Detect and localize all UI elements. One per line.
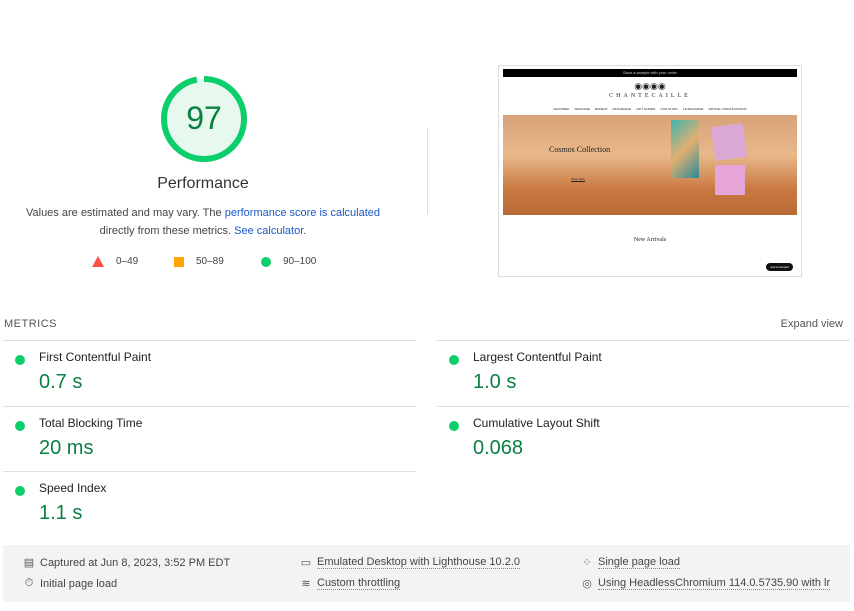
score-calculated-link[interactable]: performance score is calculated	[224, 207, 380, 219]
site-nav-item: FEATURED	[553, 107, 570, 111]
metric-value: 1.1 s	[39, 502, 83, 524]
score-description: Values are estimated and may vary. The p…	[25, 207, 380, 237]
stopwatch-icon: ⏱	[24, 577, 34, 589]
chat-button: Ask an Expert	[766, 263, 793, 271]
pass-circle-icon	[449, 355, 459, 365]
emulated-device[interactable]: Emulated Desktop with Lighthouse 10.2.0	[317, 556, 521, 569]
metric-name: Cumulative Layout Shift	[473, 416, 600, 430]
legend-average: 50–89	[174, 256, 224, 267]
legend-pass: 90–100	[261, 256, 316, 267]
metric-name: Largest Contentful Paint	[473, 350, 602, 364]
calendar-icon: ▤	[23, 557, 35, 569]
metric-item: Largest Contentful Paint 1.0 s	[437, 340, 850, 406]
page-screenshot-thumbnail[interactable]: Save a sample with your order ◉◉◉◉ CHANT…	[498, 65, 802, 277]
product-image	[671, 120, 699, 178]
throttling-info[interactable]: Custom throttling	[317, 577, 401, 590]
metric-item: Speed Index 1.1 s	[3, 471, 416, 537]
metric-item: Cumulative Layout Shift 0.068	[437, 406, 850, 472]
site-nav-item: GIFT GUIDES	[636, 107, 656, 111]
expand-view-button[interactable]: Expand view	[780, 318, 843, 330]
product-image	[710, 122, 748, 162]
performance-score: 97	[186, 100, 222, 136]
hero-cta: Shop Now	[571, 177, 585, 182]
see-calculator-link[interactable]: See calculator	[234, 225, 304, 237]
metric-name: First Contentful Paint	[39, 350, 152, 364]
triangle-icon	[92, 256, 104, 267]
brand-logo-icons: ◉◉◉◉	[634, 81, 666, 91]
chrome-icon: ◎	[582, 578, 592, 590]
site-nav-item: SKINCARE	[574, 107, 590, 111]
section-title: New Arrivals	[633, 237, 667, 243]
legend-fail: 0–49	[92, 256, 138, 267]
pass-circle-icon	[449, 421, 459, 431]
single-page-icon: ⁘	[582, 557, 592, 569]
browser-info[interactable]: Using HeadlessChromium 114.0.5735.90 wit…	[598, 577, 831, 590]
metric-value: 0.068	[473, 437, 524, 459]
metric-value: 0.7 s	[39, 371, 83, 393]
performance-gauge	[161, 76, 247, 162]
hero-title: Cosmos Collection	[549, 145, 611, 154]
hero-banner: Cosmos Collection Shop Now	[503, 115, 797, 215]
site-nav-item: VIRTUAL CONSULTATIONS	[708, 107, 747, 111]
captured-time: Captured at Jun 8, 2023, 3:52 PM EDT	[40, 556, 231, 569]
metric-item: Total Blocking Time 20 ms	[3, 406, 416, 472]
runtime-settings: ▤ Captured at Jun 8, 2023, 3:52 PM EDT ⏱ I…	[3, 545, 850, 602]
metrics-label: METRICS	[4, 318, 57, 330]
divider	[427, 128, 428, 214]
single-page-load[interactable]: Single page load	[598, 556, 680, 569]
circle-icon	[261, 256, 271, 267]
site-nav-item: MAKEUP	[594, 107, 608, 111]
site-nav: FEATURED SKINCARE MAKEUP FRAGRANCE GIFT GUID…	[499, 107, 801, 111]
metric-value: 1.0 s	[473, 371, 517, 393]
site-nav-item: FRAGRANCE	[612, 107, 632, 111]
initial-load: Initial page load	[40, 577, 118, 590]
metric-value: 20 ms	[39, 437, 94, 459]
square-icon	[174, 256, 184, 267]
metric-name: Speed Index	[39, 481, 107, 495]
promo-banner: Save a sample with your order	[503, 69, 797, 77]
performance-label: Performance	[157, 175, 249, 192]
site-nav-item: LE MAGAZINE	[683, 107, 704, 111]
pass-circle-icon	[15, 421, 25, 431]
brand-name: CHANTECAILLE	[609, 93, 691, 99]
product-image	[715, 165, 745, 195]
metric-item: First Contentful Paint 0.7 s	[3, 340, 416, 406]
desktop-icon: ▭	[300, 557, 312, 569]
metric-name: Total Blocking Time	[39, 416, 143, 430]
site-nav-item: OUR STORY	[660, 107, 679, 111]
pass-circle-icon	[15, 355, 25, 365]
gauge-arc	[161, 76, 247, 162]
pass-circle-icon	[15, 486, 25, 496]
throttling-icon: ≋	[301, 578, 311, 590]
